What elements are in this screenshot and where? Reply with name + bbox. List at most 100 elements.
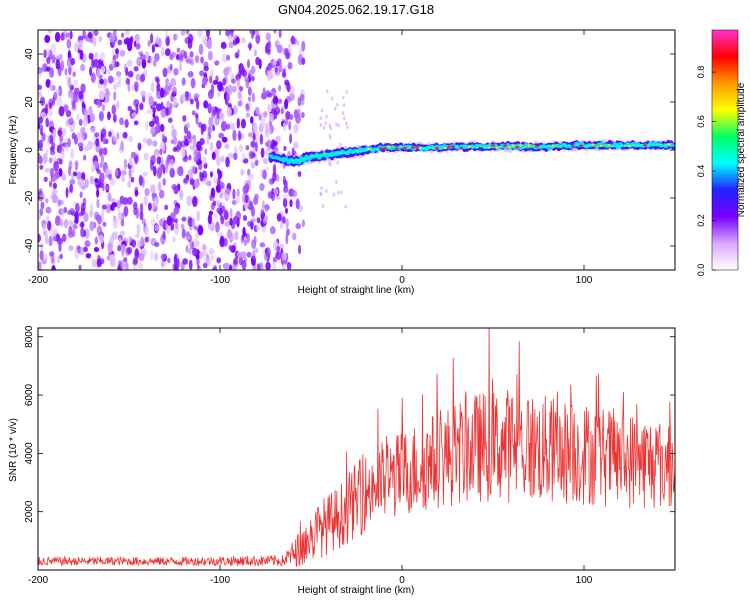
spectrogram-noise-cell bbox=[160, 253, 167, 260]
spectrogram-noise-cell bbox=[65, 187, 69, 198]
spectrogram-noise-cell bbox=[111, 202, 118, 208]
spectrogram-noise-cell bbox=[224, 143, 230, 150]
spectrogram-noise-cell bbox=[170, 77, 177, 87]
spectrogram-noise-cell bbox=[154, 76, 160, 82]
colorbar-tick-label: 0.2 bbox=[696, 214, 706, 227]
spectrogram-noise-cell bbox=[342, 103, 346, 108]
spectrogram-noise-cell bbox=[244, 194, 249, 204]
spectrogram-noise-cell bbox=[104, 95, 110, 103]
spectrogram-noise-cell bbox=[168, 159, 175, 170]
spectrogram-track-peak bbox=[435, 147, 439, 150]
spectrogram-noise-cell bbox=[285, 218, 289, 230]
spectrogram-noise-cell bbox=[293, 109, 299, 119]
spectrogram-track-peak bbox=[519, 144, 523, 147]
spectrogram-noise-cell bbox=[272, 59, 277, 66]
spectrogram-noise-cell bbox=[244, 202, 248, 210]
spectrogram-noise-cell bbox=[57, 129, 63, 136]
spectrogram-noise-cell bbox=[265, 261, 271, 270]
spectrogram-noise-cell bbox=[150, 184, 156, 194]
spectrogram-noise-cell bbox=[296, 39, 300, 47]
spectrogram-noise-cell bbox=[164, 204, 169, 211]
spectrogram-noise-cell bbox=[122, 197, 129, 206]
spectrogram-noise-cell bbox=[56, 54, 60, 60]
spectrogram-noise-cell bbox=[272, 140, 278, 146]
spectrogram-noise-cell bbox=[331, 96, 334, 101]
spectrogram-noise-cell bbox=[332, 192, 336, 197]
spectrogram-noise-cell bbox=[245, 106, 250, 112]
spectrogram-noise-cell bbox=[148, 95, 154, 106]
spectrogram-noise-cell bbox=[248, 96, 251, 102]
spectrogram-noise-cell bbox=[321, 204, 325, 209]
spectrogram-noise-cell bbox=[202, 243, 207, 251]
spectrogram-noise-cell bbox=[138, 174, 143, 187]
spectrogram-noise-cell bbox=[288, 120, 292, 131]
spectrogram-noise-cell bbox=[186, 58, 192, 64]
spectrogram-track-peak bbox=[431, 146, 435, 150]
spectrogram-noise-cell bbox=[275, 135, 281, 143]
spectrogram-noise-cell bbox=[158, 38, 162, 48]
spectrogram-noise-cell bbox=[100, 153, 105, 164]
spectrogram-noise-cell bbox=[225, 220, 231, 227]
spectrogram-noise-cell bbox=[234, 230, 239, 241]
spectrogram-track-peak bbox=[387, 145, 391, 148]
spectrogram-track-peak bbox=[323, 152, 327, 156]
spectrogram-noise-cell bbox=[271, 191, 275, 202]
spectrogram-noise-cell bbox=[221, 53, 228, 64]
spectrogram-noise-cell bbox=[277, 98, 283, 104]
spectrogram-track-peak bbox=[479, 144, 483, 148]
spectrogram-noise-cell bbox=[255, 247, 259, 254]
spectrogram-noise-cell bbox=[210, 171, 213, 178]
spectrogram-noise-cell bbox=[182, 258, 189, 265]
spectrogram-noise-cell bbox=[167, 117, 173, 124]
spectrogram-noise-cell bbox=[225, 66, 231, 72]
spectrogram-noise-cell bbox=[345, 121, 348, 126]
spectrogram-y-tick-label: 0 bbox=[24, 147, 35, 153]
spectrogram-noise-cell bbox=[172, 236, 176, 243]
spectrogram-noise-cell bbox=[222, 78, 227, 86]
spectrogram-noise-cell bbox=[66, 38, 72, 49]
spectrogram-noise-cell bbox=[38, 66, 42, 78]
spectrogram-track-peak bbox=[595, 144, 599, 147]
spectrogram-noise-cell bbox=[167, 257, 171, 264]
spectrogram-track-peak bbox=[603, 144, 607, 148]
spectrogram-noise-cell bbox=[173, 206, 180, 215]
spectrogram-noise-cell bbox=[106, 68, 111, 75]
colorbar-tick-label: 0.0 bbox=[696, 264, 706, 277]
spectrogram-track-peak bbox=[551, 145, 555, 148]
spectrogram-track-peak bbox=[655, 143, 659, 147]
spectrogram-noise-cell bbox=[187, 235, 191, 241]
spectrogram-noise-cell bbox=[58, 106, 65, 117]
spectrogram-noise-cell bbox=[171, 128, 177, 139]
spectrogram-noise-cell bbox=[74, 248, 79, 260]
spectrogram-noise-cell bbox=[325, 114, 328, 119]
spectrogram-track-peak bbox=[587, 144, 591, 148]
spectrogram-noise-cell bbox=[93, 58, 99, 68]
spectrogram-noise-cell bbox=[240, 118, 247, 129]
spectrogram-noise-cell bbox=[98, 36, 103, 42]
snr-x-ticks: -200 -100 0 100 bbox=[28, 328, 593, 586]
spectrogram-noise-cell bbox=[323, 125, 326, 130]
spectrogram-noise-cell bbox=[251, 30, 256, 36]
spectrogram-noise-cell bbox=[45, 206, 52, 214]
spectrogram-noise-cell bbox=[181, 77, 186, 86]
spectrogram-noise-cell bbox=[113, 83, 117, 91]
spectrogram-noise-cell bbox=[61, 173, 66, 181]
spectrogram-noise-cell bbox=[68, 165, 72, 177]
spectrogram-noise-cell bbox=[186, 30, 190, 35]
spectrogram-noise-cell bbox=[93, 51, 99, 60]
spectrogram-noise-cell bbox=[181, 228, 186, 239]
spectrogram-noise-cell bbox=[121, 174, 125, 183]
spectrogram-noise-cell bbox=[84, 240, 91, 248]
spectrogram-noise-cell bbox=[251, 75, 255, 82]
spectrogram-noise-cell bbox=[135, 73, 141, 81]
spectrogram-noise-cell bbox=[336, 160, 339, 165]
spectrogram-noise-cell bbox=[262, 217, 268, 224]
spectrogram-track-peak bbox=[359, 150, 363, 153]
spectrogram-noise-cell bbox=[131, 112, 137, 119]
spectrogram-noise-cell bbox=[175, 222, 179, 229]
spectrogram-noise-cell bbox=[272, 256, 278, 263]
spectrogram-noise-cell bbox=[297, 96, 302, 107]
spectrogram-noise-cell bbox=[254, 141, 258, 152]
spectrogram-noise-cell bbox=[99, 51, 106, 62]
spectrogram-noise-cell bbox=[341, 111, 345, 116]
